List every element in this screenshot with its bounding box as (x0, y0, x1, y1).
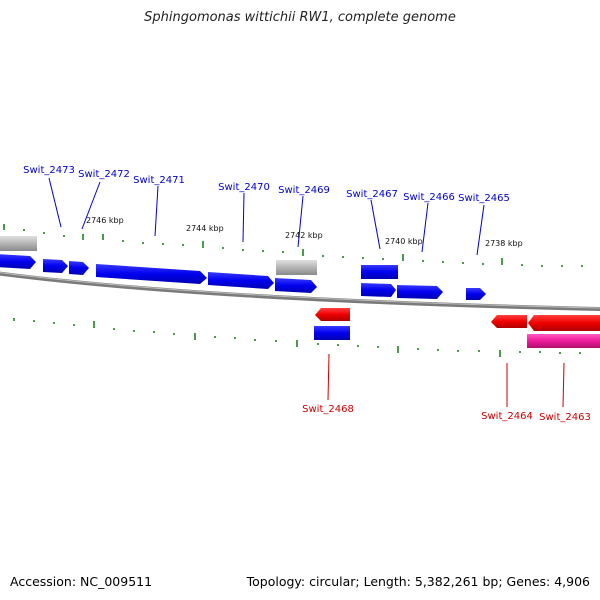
scale-ticks-reverse (13, 318, 581, 357)
gene-label-swit-2472[interactable]: Swit_2472 (78, 169, 130, 180)
scale-ticks-forward (3, 224, 583, 267)
gene-box-forward[interactable] (314, 326, 350, 340)
reverse-genes (315, 308, 600, 348)
gene-label-swit-2468[interactable]: Swit_2468 (302, 404, 354, 415)
gene-arrow-forward[interactable] (466, 288, 486, 300)
gene-label-swit-2463[interactable]: Swit_2463 (539, 412, 591, 423)
gene-arrow-forward[interactable] (275, 278, 317, 293)
gene-label-swit-2464[interactable]: Swit_2464 (481, 411, 533, 422)
gene-arrow-forward[interactable] (69, 261, 89, 275)
reverse-label-leaders (327, 353, 565, 408)
gene-arrow-reverse[interactable] (528, 315, 600, 331)
accession-text: Accession: NC_009511 (10, 574, 153, 589)
genome-stats-text: Topology: circular; Length: 5,382,261 bp… (246, 574, 590, 589)
gene-arrow-forward[interactable] (361, 283, 396, 297)
scale-label-2738: 2738 kbp (485, 239, 523, 248)
gene-label-swit-2469[interactable]: Swit_2469 (278, 185, 330, 196)
scale-label-2740: 2740 kbp (385, 237, 423, 246)
gene-box-pink[interactable] (527, 334, 600, 348)
gene-arrow-forward[interactable] (208, 272, 274, 289)
gene-arrow-forward[interactable] (43, 259, 68, 273)
gene-arrow-forward[interactable] (0, 254, 36, 269)
scale-label-2744: 2744 kbp (186, 224, 224, 233)
gene-arrow-reverse[interactable] (315, 308, 350, 321)
gene-arrow-forward[interactable] (96, 264, 207, 284)
gene-label-swit-2471[interactable]: Swit_2471 (133, 175, 185, 186)
gene-label-swit-2473[interactable]: Swit_2473 (23, 165, 75, 176)
forward-genes (0, 254, 486, 340)
gene-label-swit-2466[interactable]: Swit_2466 (403, 192, 455, 203)
genome-title: Sphingomonas wittichii RW1, complete gen… (144, 10, 456, 25)
gene-arrow-forward[interactable] (397, 285, 443, 299)
genome-backbone (0, 271, 600, 311)
forward-label-leaders (48, 177, 485, 256)
scale-label-2742: 2742 kbp (285, 231, 323, 240)
gene-label-swit-2470[interactable]: Swit_2470 (218, 182, 270, 193)
gray-feature-left[interactable] (0, 236, 37, 251)
gene-label-swit-2467[interactable]: Swit_2467 (346, 189, 398, 200)
gene-label-swit-2465[interactable]: Swit_2465 (458, 193, 510, 204)
scale-label-2746: 2746 kbp (86, 216, 124, 225)
backbone-highlight (0, 272, 600, 309)
gene-box-forward[interactable] (361, 265, 398, 279)
gene-arrow-reverse[interactable] (491, 315, 527, 328)
gray-feature-middle[interactable] (276, 260, 317, 275)
